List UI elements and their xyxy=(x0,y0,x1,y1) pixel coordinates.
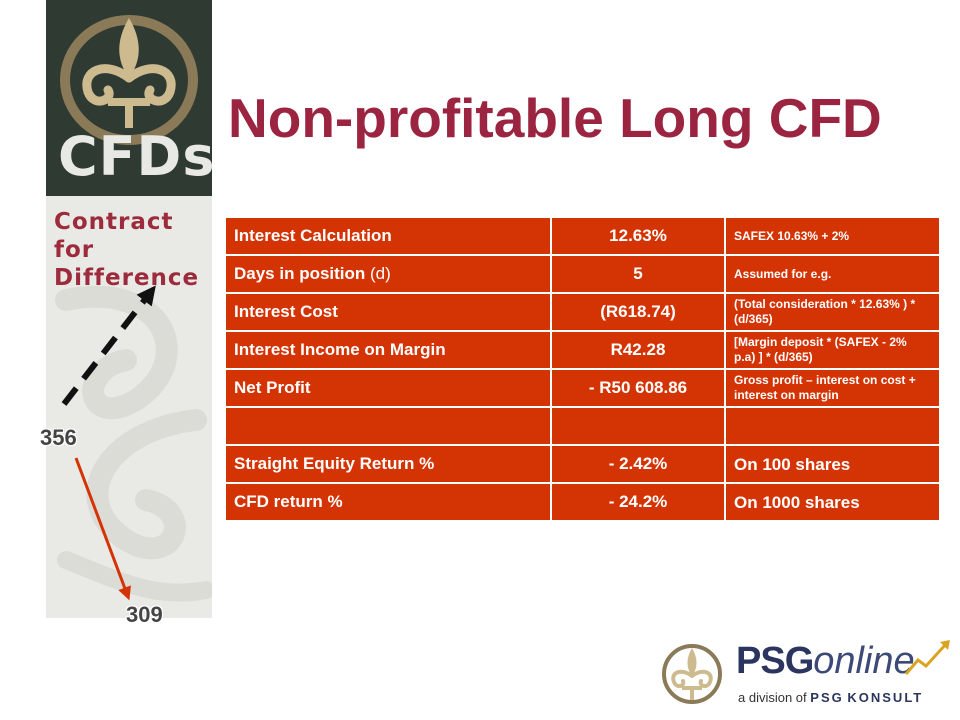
psg-online-logo: PSGonline a division of PSG KONSULT xyxy=(654,636,954,716)
row-label: Straight Equity Return % xyxy=(224,444,552,484)
table-row: Interest Calculation 12.63% SAFEX 10.63%… xyxy=(224,216,941,256)
row-label: Interest Cost xyxy=(224,292,552,332)
fleur-de-lis-icon xyxy=(55,15,212,602)
row-label: Net Profit xyxy=(224,368,552,408)
row-value: 5 xyxy=(550,254,726,294)
row-note: On 1000 shares xyxy=(724,482,941,522)
banner-logo-text: CFDs xyxy=(58,125,212,188)
row-label: Interest Calculation xyxy=(224,216,552,256)
page-title: Non-profitable Long CFD xyxy=(228,87,882,149)
row-note xyxy=(724,406,941,446)
row-value: (R618.74) xyxy=(550,292,726,332)
price-label-end: 309 xyxy=(126,602,163,627)
logo-subline: a division of PSG KONSULT xyxy=(738,690,924,705)
interest-table: Interest Calculation 12.63% SAFEX 10.63%… xyxy=(224,216,941,522)
table-row: Days in position (d) 5 Assumed for e.g. xyxy=(224,254,941,294)
table-row: Interest Income on Margin R42.28 [Margin… xyxy=(224,330,941,370)
row-value: - 2.42% xyxy=(550,444,726,484)
logo-wordmark: PSGonline xyxy=(736,640,915,682)
row-value: - R50 608.86 xyxy=(550,368,726,408)
row-value: 12.63% xyxy=(550,216,726,256)
dashed-up-arrow xyxy=(61,285,156,406)
row-label: Days in position (d) xyxy=(224,254,552,294)
table-row: CFD return % - 24.2% On 1000 shares xyxy=(224,482,941,522)
row-value: R42.28 xyxy=(550,330,726,370)
row-label xyxy=(224,406,552,446)
banner-subtitle-line2: Difference xyxy=(54,265,200,291)
row-note: SAFEX 10.63% + 2% xyxy=(724,216,941,256)
table-row: Net Profit - R50 608.86 Gross profit – i… xyxy=(224,368,941,408)
row-value xyxy=(550,406,726,446)
banner-subtitle-line1: Contract for xyxy=(54,209,174,263)
growth-arrow-icon xyxy=(904,640,950,675)
table-row: Straight Equity Return % - 2.42% On 100 … xyxy=(224,444,941,484)
row-value: - 24.2% xyxy=(550,482,726,522)
row-note: Gross profit – interest on cost + intere… xyxy=(724,368,941,408)
row-label: Interest Income on Margin xyxy=(224,330,552,370)
psg-emblem-icon xyxy=(662,644,722,704)
price-label-start: 356 xyxy=(40,425,77,450)
down-arrow xyxy=(74,457,131,601)
table-row-empty xyxy=(224,406,941,446)
row-note: [Margin deposit * (SAFEX - 2% p.a) ] * (… xyxy=(724,330,941,370)
banner-subtitle: Contract for Difference xyxy=(54,208,212,292)
table-row: Interest Cost (R618.74) (Total considera… xyxy=(224,292,941,332)
row-note: (Total consideration * 12.63% ) * (d/365… xyxy=(724,292,941,332)
side-banner: CFDs Contract for Difference xyxy=(46,0,212,618)
row-label: CFD return % xyxy=(224,482,552,522)
row-note: Assumed for e.g. xyxy=(724,254,941,294)
row-note: On 100 shares xyxy=(724,444,941,484)
